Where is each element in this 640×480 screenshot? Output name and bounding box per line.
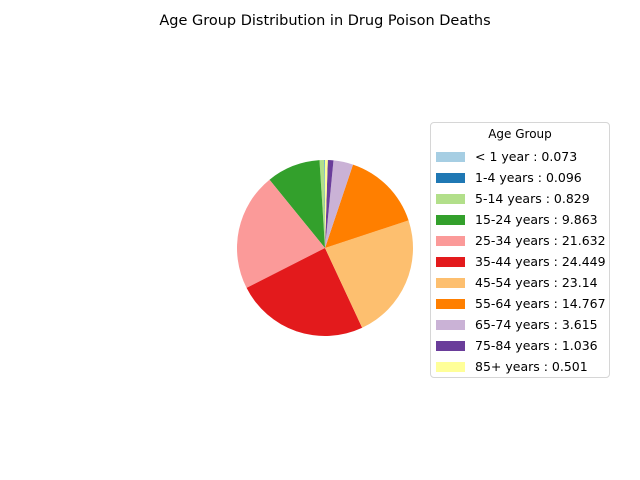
- pie-slice-7: [325, 164, 409, 248]
- legend-item-0: < 1 year : 0.073: [431, 146, 609, 167]
- legend-label-8: 65-74 years : 3.615: [475, 317, 598, 332]
- legend-label-3: 15-24 years : 9.863: [475, 212, 598, 227]
- legend-swatch-10: [436, 361, 465, 372]
- legend-swatch-7: [436, 298, 465, 309]
- legend-item-5: 35-44 years : 24.449: [431, 251, 609, 272]
- legend-item-6: 45-54 years : 23.14: [431, 272, 609, 293]
- legend-item-2: 5-14 years : 0.829: [431, 188, 609, 209]
- legend-item-7: 55-64 years : 14.767: [431, 293, 609, 314]
- legend-title: Age Group: [488, 127, 552, 141]
- legend-swatch-3: [436, 214, 465, 225]
- legend-swatch-6: [436, 277, 465, 288]
- pie-slice-6: [325, 220, 413, 328]
- pie-slice-3: [269, 160, 325, 248]
- legend-label-2: 5-14 years : 0.829: [475, 191, 590, 206]
- legend-label-0: < 1 year : 0.073: [475, 149, 578, 164]
- pie-slice-10: [325, 160, 328, 248]
- legend: Age Group < 1 year : 0.073 1-4 years : 0.…: [430, 122, 610, 378]
- legend-item-1: 1-4 years : 0.096: [431, 167, 609, 188]
- pie-slice-4: [236, 179, 325, 288]
- legend-label-10: 85+ years : 0.501: [475, 359, 588, 374]
- legend-item-10: 85+ years : 0.501: [431, 356, 609, 377]
- legend-label-5: 35-44 years : 24.449: [475, 254, 606, 269]
- pie-slice-2: [319, 160, 325, 248]
- legend-swatch-4: [436, 235, 465, 246]
- legend-label-6: 45-54 years : 23.14: [475, 275, 598, 290]
- legend-label-4: 25-34 years : 21.632: [475, 233, 606, 248]
- pie-slice-1: [324, 160, 325, 248]
- chart-title: Age Group Distribution in Drug Poison De…: [159, 13, 491, 29]
- pie-slice-8: [325, 160, 353, 248]
- legend-swatch-5: [436, 256, 465, 267]
- legend-item-9: 75-84 years : 1.036: [431, 335, 609, 356]
- legend-items: < 1 year : 0.073 1-4 years : 0.096 5-14 ye…: [431, 146, 609, 377]
- legend-label-7: 55-64 years : 14.767: [475, 296, 606, 311]
- pie-slice-5: [246, 248, 363, 336]
- legend-label-1: 1-4 years : 0.096: [475, 170, 582, 185]
- legend-swatch-0: [436, 151, 465, 162]
- legend-item-3: 15-24 years : 9.863: [431, 209, 609, 230]
- pie-slice-9: [325, 160, 334, 248]
- legend-swatch-9: [436, 340, 465, 351]
- legend-item-8: 65-74 years : 3.615: [431, 314, 609, 335]
- legend-swatch-1: [436, 172, 465, 183]
- legend-label-9: 75-84 years : 1.036: [475, 338, 598, 353]
- legend-swatch-8: [436, 319, 465, 330]
- legend-item-4: 25-34 years : 21.632: [431, 230, 609, 251]
- legend-swatch-2: [436, 193, 465, 204]
